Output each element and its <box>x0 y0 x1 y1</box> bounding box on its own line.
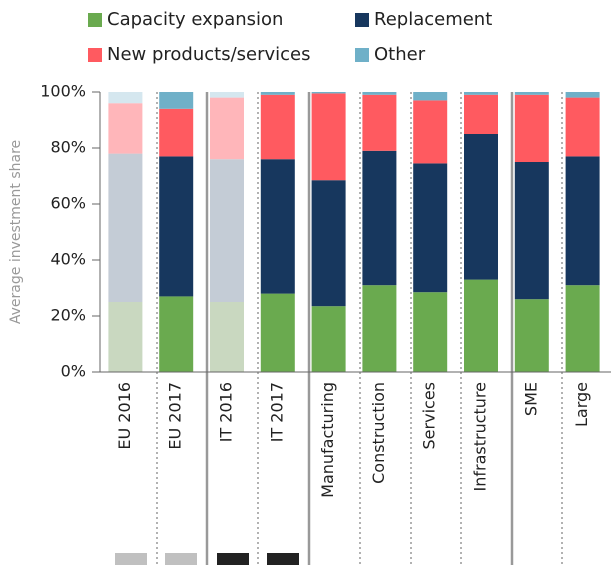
bar-segment <box>210 302 244 372</box>
x-tick-label: Construction <box>369 382 388 484</box>
legend-swatch <box>355 13 369 27</box>
bar-segment <box>464 92 498 95</box>
bar-segment <box>565 285 600 372</box>
bar-segment <box>210 97 244 160</box>
bar-segment <box>159 108 194 157</box>
y-tick-label: 60% <box>50 194 86 213</box>
bar-segment <box>464 94 498 134</box>
bar-segment <box>159 92 194 109</box>
bar-segment <box>311 92 346 94</box>
x-tick-label: IT 2017 <box>267 382 286 442</box>
bar-segment <box>210 92 244 98</box>
bar-segment <box>108 92 143 104</box>
group-key <box>267 553 299 565</box>
bar-segment <box>260 293 295 372</box>
bar-segment <box>565 97 600 157</box>
x-tick-label: Services <box>420 382 439 449</box>
legend-swatch <box>88 48 102 62</box>
group-key <box>115 553 147 565</box>
bar-segment <box>413 100 448 164</box>
bar-segment <box>514 94 549 162</box>
separators <box>156 92 563 565</box>
bar-segment <box>362 150 397 286</box>
legend-label: New products/services <box>107 44 311 65</box>
x-tick-label: SME <box>521 382 540 416</box>
bar-segment <box>260 94 295 160</box>
bar-segment <box>565 92 600 98</box>
bar-segment <box>362 285 397 372</box>
bar-segment <box>210 159 244 302</box>
bar-segment <box>565 156 600 286</box>
bar-segment <box>260 159 295 294</box>
bar-segment <box>108 302 143 372</box>
bar-segment <box>311 93 346 181</box>
bar-segment <box>108 103 143 154</box>
y-tick-label: 20% <box>50 306 86 325</box>
bar-segment <box>260 92 295 95</box>
bar-segment <box>464 279 498 372</box>
y-tick-label: 40% <box>50 250 86 269</box>
bar-segment <box>159 156 194 297</box>
bar-segment <box>311 180 346 307</box>
bar-segment <box>413 163 448 293</box>
legend-label: Replacement <box>374 9 492 30</box>
bar-segment <box>514 299 549 372</box>
x-tick-label: IT 2016 <box>217 382 236 442</box>
bar-segment <box>311 306 346 372</box>
bar-segment <box>159 296 194 372</box>
bar-segment <box>413 292 448 372</box>
bar-segment <box>362 94 397 151</box>
group-key <box>217 553 249 565</box>
x-tick-label: EU 2017 <box>166 382 185 450</box>
y-tick-label: 0% <box>61 362 86 381</box>
group-key <box>165 553 197 565</box>
x-tick-label: Infrastructure <box>471 382 490 491</box>
bar-segment <box>362 92 397 95</box>
y-tick-label: 100% <box>40 82 86 101</box>
bar-segment <box>108 153 143 302</box>
bar-segment <box>514 162 549 300</box>
x-tick-label: Large <box>572 382 591 427</box>
bar-segment <box>514 92 549 95</box>
x-tick-label: Manufacturing <box>318 382 337 498</box>
y-axis-title: Average investment share <box>8 140 24 324</box>
legend-label: Other <box>374 44 426 65</box>
legend-swatch <box>88 13 102 27</box>
legend-swatch <box>355 48 369 62</box>
bar-segment <box>464 134 498 280</box>
x-tick-label: EU 2016 <box>115 382 134 450</box>
legend-label: Capacity expansion <box>107 9 283 30</box>
y-tick-label: 80% <box>50 138 86 157</box>
bar-segment <box>413 92 448 101</box>
